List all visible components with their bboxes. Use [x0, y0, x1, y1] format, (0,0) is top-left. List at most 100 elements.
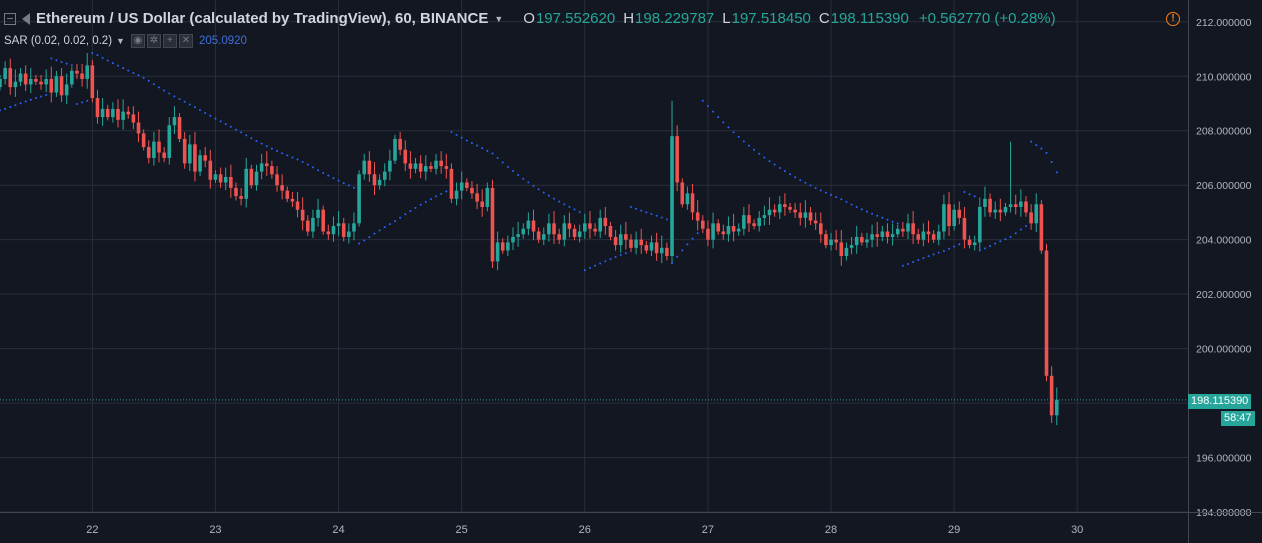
candle-body — [516, 234, 520, 237]
sar-dot — [517, 173, 520, 176]
sar-dot — [789, 173, 792, 176]
symbol-title[interactable]: Ethereum / US Dollar (calculated by Trad… — [36, 10, 489, 27]
gear-icon[interactable]: ✲ — [146, 34, 161, 48]
sar-dot — [558, 200, 561, 203]
sar-dot — [588, 266, 591, 269]
sar-dot — [394, 220, 397, 223]
caret-down-icon[interactable]: ▼ — [116, 36, 125, 46]
close-icon[interactable]: ✕ — [178, 34, 193, 48]
alert-icon[interactable]: ! — [1166, 12, 1180, 26]
candle-body — [752, 223, 756, 227]
candle-body — [742, 215, 746, 229]
sar-dot — [147, 79, 150, 82]
candle-body — [470, 187, 474, 194]
candle-body — [59, 76, 64, 96]
candle-body — [131, 114, 136, 123]
y-tick-label: 206.000000 — [1196, 180, 1252, 192]
sar-dot — [1035, 144, 1038, 147]
price-axis[interactable]: 212.000000 210.000000 208.000000 206.000000… — [1188, 0, 1252, 543]
candle-body — [285, 190, 290, 199]
caret-down-icon[interactable]: ▼ — [494, 13, 504, 24]
sar-dot — [871, 212, 874, 215]
candle-body — [172, 117, 177, 126]
candle-body — [783, 204, 787, 207]
sar-dot — [368, 236, 371, 239]
sar-dot — [860, 208, 863, 211]
candle-body — [480, 201, 485, 207]
candle-body — [829, 239, 833, 246]
candle-body — [264, 163, 269, 167]
candle-body — [721, 231, 726, 235]
indicator-value: 205.0920 — [198, 35, 247, 47]
sar-dot — [845, 200, 848, 203]
candle-body — [270, 166, 274, 175]
sar-dot — [445, 190, 448, 193]
time-axis[interactable]: 22 23 24 25 26 27 28 29 30 — [0, 512, 1262, 537]
candle-body — [100, 108, 105, 118]
sar-dot — [183, 100, 186, 103]
sar-dot — [835, 196, 838, 199]
candle-body — [988, 198, 992, 213]
indicator-name[interactable]: SAR (0.02, 0.02, 0.2) — [4, 35, 113, 47]
candle-body — [1029, 212, 1033, 224]
sar-dot — [137, 74, 140, 77]
candle-body — [603, 217, 608, 227]
sar-dot — [75, 103, 78, 106]
eye-icon[interactable]: ◉ — [130, 34, 145, 48]
sar-dot — [814, 186, 817, 189]
x-tick-label: 28 — [825, 524, 837, 536]
sar-dot — [983, 247, 986, 250]
candle-body — [449, 168, 454, 199]
sar-dot — [1040, 147, 1043, 150]
candle-body — [885, 231, 890, 237]
candle-body — [506, 242, 510, 251]
candle-body — [85, 65, 90, 79]
sar-dot — [712, 110, 715, 113]
candle-body — [290, 198, 295, 202]
collapse-icon[interactable] — [4, 12, 16, 25]
last-price-tag: 198.115390 — [1188, 394, 1252, 409]
sar-dot — [537, 188, 540, 191]
sar-dot — [532, 184, 535, 187]
candle-body — [557, 234, 561, 240]
candle-body — [818, 223, 823, 235]
symbol-legend: Ethereum / US Dollar (calculated by Trad… — [4, 10, 1056, 27]
candle-body — [916, 234, 921, 240]
sar-dot — [81, 101, 84, 104]
candle-body — [813, 220, 818, 224]
flag-icon[interactable] — [22, 12, 30, 25]
sar-dot — [347, 184, 350, 187]
candle-body — [541, 234, 546, 240]
candle-body — [393, 138, 397, 161]
candle-body — [906, 223, 910, 232]
candle-body — [18, 73, 23, 82]
candle-body — [531, 220, 536, 232]
sar-dot — [106, 59, 109, 62]
sar-dot — [409, 209, 412, 212]
sar-dot — [819, 189, 822, 192]
candle-body — [680, 182, 685, 205]
sar-dot — [691, 237, 694, 240]
candle-body — [388, 160, 392, 172]
y-tick-label: 196.000000 — [1196, 453, 1252, 465]
candle-body — [362, 160, 367, 175]
sar-dot — [193, 106, 196, 109]
x-tick-label: 25 — [456, 524, 468, 536]
candle-body — [398, 138, 402, 150]
low-label: L — [722, 10, 731, 27]
sar-dot — [240, 131, 243, 134]
sar-dot — [481, 147, 484, 150]
candle-body — [418, 163, 423, 172]
sar-dot — [419, 203, 422, 206]
y-tick-label: 202.000000 — [1196, 289, 1252, 301]
candle-body — [957, 209, 962, 218]
y-tick-label: 208.000000 — [1196, 126, 1252, 138]
candle-body — [357, 174, 361, 224]
candle-body — [1054, 399, 1059, 416]
sar-dot — [1014, 232, 1017, 235]
candle-body — [331, 226, 336, 235]
plus-icon[interactable]: + — [162, 34, 177, 48]
sar-dot — [373, 232, 376, 235]
sar-dot — [255, 139, 258, 142]
